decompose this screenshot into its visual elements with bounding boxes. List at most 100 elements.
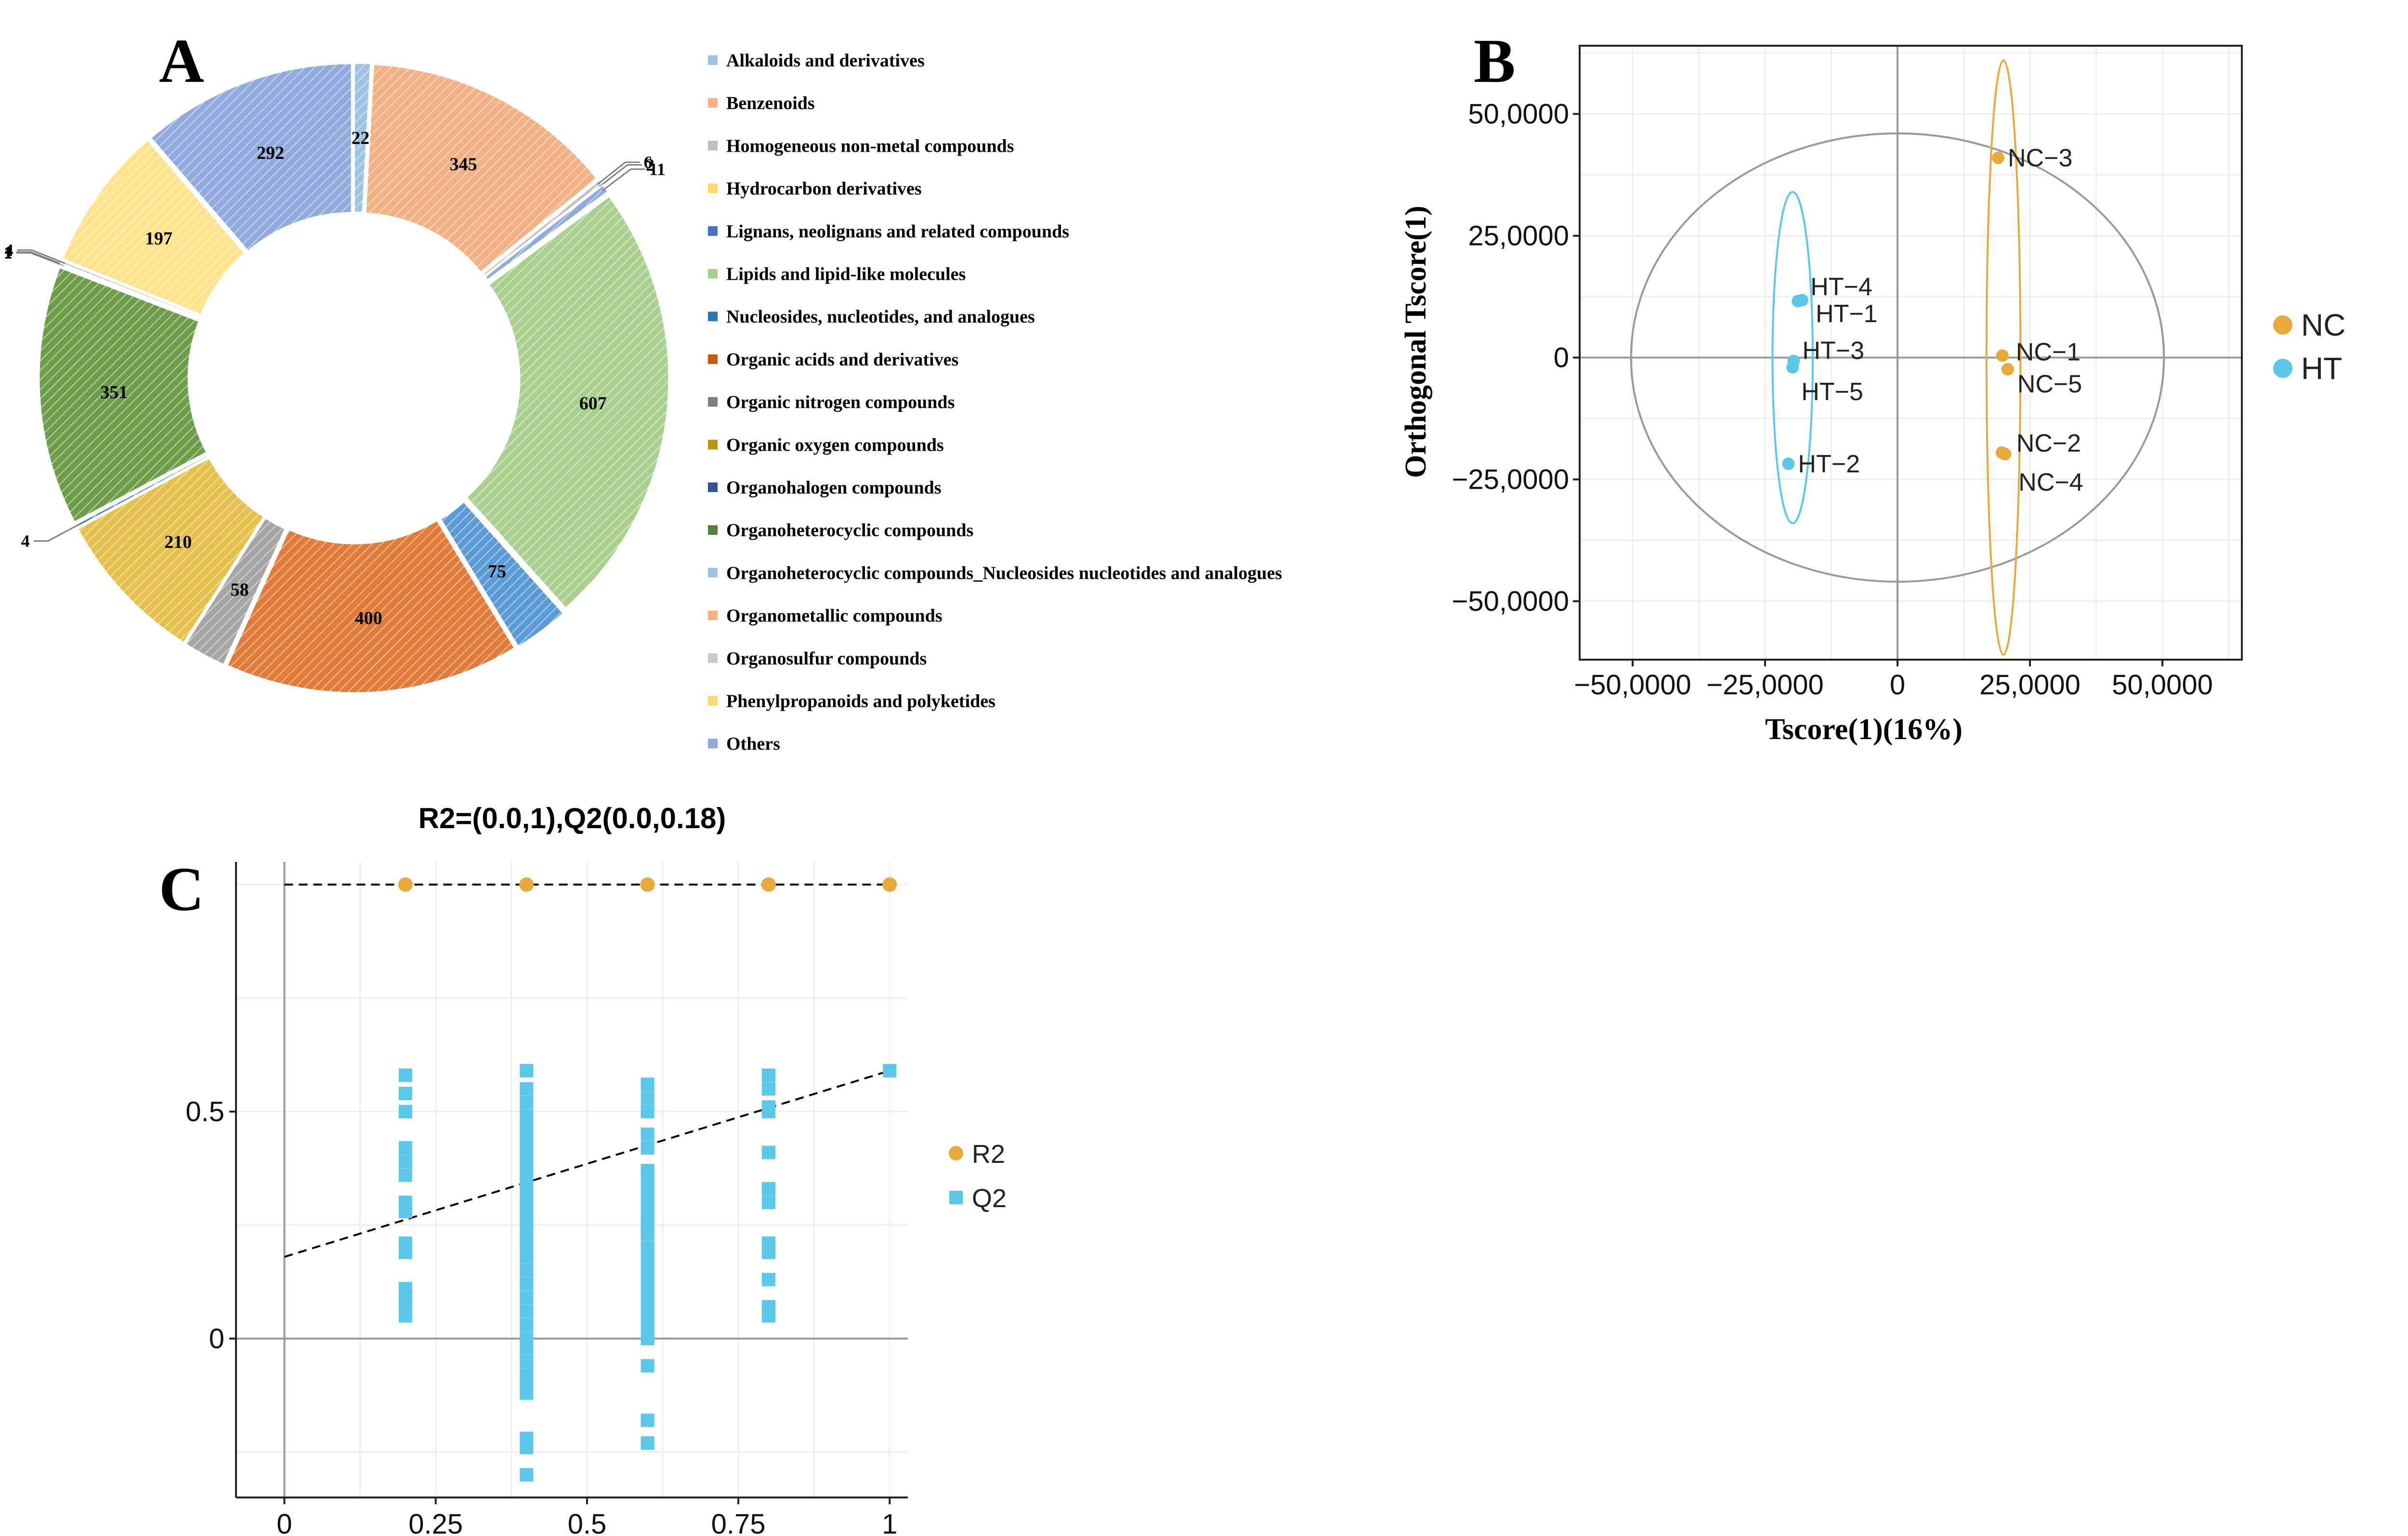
q2-point	[641, 1436, 654, 1450]
y-tick-label: 50,0000	[1468, 99, 1569, 130]
score-point	[1992, 151, 2004, 164]
donut-slice-label: 75	[488, 561, 506, 582]
legend-label: Alkaloids and derivatives	[726, 51, 925, 71]
q2-point	[398, 1086, 412, 1100]
q2-point	[520, 1118, 534, 1132]
legend-label: Organic nitrogen compounds	[726, 392, 955, 413]
q2-point	[641, 1078, 654, 1091]
legend-swatch	[708, 525, 718, 535]
score-plot-ylabel: Orthogonal Tscore(1)	[1400, 206, 1432, 478]
confidence-ellipse	[1630, 132, 2165, 583]
q2-point	[761, 1182, 775, 1196]
q2-point	[641, 1127, 654, 1141]
q2-point	[641, 1173, 654, 1186]
legend-label: Organoheterocyclic compounds_Nucleosides…	[726, 563, 1282, 583]
q2-point	[520, 1186, 534, 1200]
q2-point	[761, 1145, 775, 1159]
legend-label: Organic acids and derivatives	[726, 350, 958, 370]
x-tick-label: 50,0000	[2112, 669, 2213, 701]
donut-slice-label: 351	[100, 382, 128, 403]
panel-label-a: A	[159, 26, 204, 96]
legend-swatch	[708, 226, 718, 236]
legend-label: HT	[2301, 351, 2342, 386]
donut-slice-hatch	[227, 520, 515, 693]
donut-slice-hatch	[60, 260, 200, 318]
x-tick-label: 0.75	[711, 1509, 766, 1536]
donut-legend: Alkaloids and derivatives Benzenoids Homog…	[708, 51, 1282, 754]
q2-point	[520, 1213, 534, 1227]
y-tick-label: −25,0000	[1452, 464, 1569, 495]
q2-point	[520, 1318, 534, 1332]
score-point	[1782, 457, 1795, 470]
leader-line	[16, 251, 65, 266]
leader-line	[597, 161, 640, 185]
legend-label: Organic oxygen compounds	[726, 435, 944, 455]
panel-label-b: B	[1474, 26, 1516, 96]
q2-point	[398, 1309, 412, 1323]
legend-label: Organosulfur compounds	[726, 649, 927, 669]
donut-slice-hatch	[354, 63, 371, 213]
r2-point	[882, 877, 897, 892]
q2-point	[520, 1082, 534, 1096]
confidence-ellipse	[1771, 191, 1814, 524]
permutation-plot-title: R2=(0.0,1),Q2(0.0,0.18)	[419, 802, 726, 834]
x-tick-label: 0.25	[408, 1509, 463, 1536]
score-point	[1996, 349, 2009, 362]
y-tick-label: 25,0000	[1468, 221, 1569, 252]
y-tick-label: −50,0000	[1452, 586, 1569, 617]
x-tick-label: −50,0000	[1574, 669, 1691, 701]
x-tick-label: 0	[1890, 669, 1905, 701]
donut-slice-hatch	[466, 196, 669, 609]
donut-slice-hatch	[39, 267, 207, 522]
q2-point	[398, 1245, 412, 1259]
donut-slice-label: 400	[355, 608, 382, 628]
q2-point	[641, 1286, 654, 1300]
q2-point	[641, 1413, 654, 1427]
r2-point	[519, 877, 534, 892]
q2-point	[761, 1082, 775, 1096]
legend-swatch	[708, 739, 718, 749]
donut-slice-hatch	[75, 455, 209, 528]
x-tick-label: −25,0000	[1706, 669, 1824, 701]
q2-point	[641, 1300, 654, 1314]
donut-slice-hatch	[366, 64, 597, 273]
panel-label-c: C	[159, 855, 204, 924]
q2-point	[520, 1159, 534, 1173]
donut-slice-label: 22	[351, 128, 369, 148]
donut-slice-label: 6	[644, 153, 653, 172]
legend-swatch	[708, 141, 718, 151]
legend-label-q2: Q2	[972, 1184, 1007, 1213]
x-tick-label: 0.5	[568, 1509, 607, 1536]
donut-slice-hatch	[484, 185, 608, 280]
r2-point	[640, 877, 655, 892]
donut-slice-label: 4	[21, 532, 30, 551]
leader-line	[602, 168, 645, 192]
legend-marker-r2	[949, 1146, 963, 1160]
q2-point	[398, 1141, 412, 1155]
legend-label-r2: R2	[972, 1140, 1005, 1169]
permutation-plot: R2=(0.0,1),Q2(0.0,0.18) 0 0.25 0.5 0.75 1 0 0.…	[185, 802, 1007, 1536]
legend-label: Homogeneous non-metal compounds	[726, 136, 1014, 156]
q2-point	[520, 1277, 534, 1291]
x-tick-label: 1	[882, 1509, 897, 1536]
legend-swatch	[708, 440, 718, 450]
q2-point	[761, 1309, 775, 1323]
q2-point	[641, 1314, 654, 1328]
q2-point	[520, 1341, 534, 1354]
q2-point	[520, 1386, 534, 1400]
legend-label: Hydrocarbon derivatives	[726, 179, 922, 199]
leader-line	[16, 252, 65, 267]
q2-point	[641, 1186, 654, 1200]
donut-slice-label: 210	[164, 532, 192, 552]
legend-swatch	[708, 312, 718, 322]
confidence-ellipse	[1985, 59, 2022, 656]
legend-swatch	[708, 397, 718, 407]
point-label: HT−3	[1802, 337, 1864, 365]
legend-label: Nucleosides, nucleotides, and analogues	[726, 307, 1035, 327]
q2-point	[761, 1273, 775, 1287]
point-label: NC−2	[2016, 430, 2081, 457]
q2-point	[520, 1095, 534, 1109]
q2-point	[641, 1200, 654, 1214]
legend-label: Phenylpropanoids and polyketides	[726, 691, 995, 712]
donut-slice-hatch	[151, 63, 352, 251]
